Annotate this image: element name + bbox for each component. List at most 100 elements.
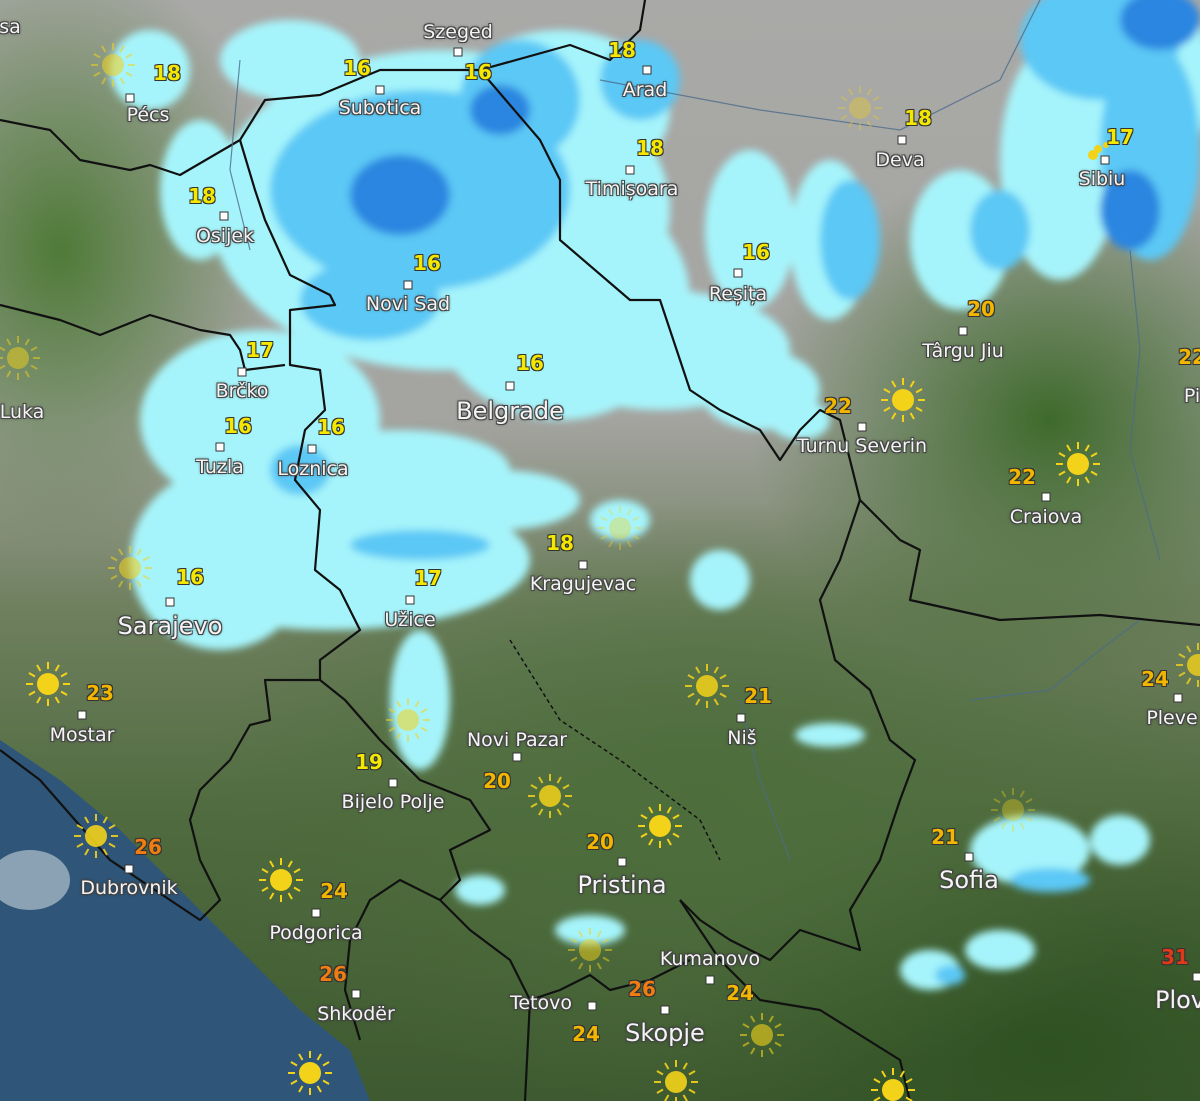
city-label[interactable]: Tetovo — [509, 992, 573, 1014]
temperature-label: 20 — [586, 830, 614, 854]
city-marker[interactable] — [642, 65, 652, 75]
temperature-label: 20 — [483, 769, 511, 793]
city-label[interactable]: Osijek — [195, 225, 255, 247]
city-label[interactable]: Novi Pazar — [466, 729, 568, 751]
city-marker[interactable] — [351, 989, 361, 999]
temperature-label: 18 — [636, 136, 664, 160]
sun-icon — [1173, 640, 1200, 690]
city-marker[interactable] — [215, 442, 225, 452]
city-label[interactable]: Deva — [875, 149, 925, 171]
city-label[interactable]: Subotica — [338, 97, 422, 119]
city-marker[interactable] — [1041, 492, 1051, 502]
city-marker[interactable] — [505, 381, 515, 391]
city-marker[interactable] — [617, 857, 627, 867]
sun-icon — [525, 771, 575, 821]
city-label[interactable]: Shkodër — [317, 1003, 395, 1025]
city-label[interactable]: Skopje — [625, 1019, 705, 1047]
city-marker[interactable] — [705, 975, 715, 985]
city-label[interactable]: Timișoara — [585, 178, 679, 200]
temperature-label: 24 — [1141, 667, 1169, 691]
city-label[interactable]: Tuzla — [196, 456, 244, 478]
city-marker[interactable] — [165, 597, 175, 607]
city-marker[interactable] — [375, 85, 385, 95]
city-marker[interactable] — [1173, 693, 1183, 703]
city-label[interactable]: Bijelo Polje — [341, 791, 445, 813]
temperature-label: 18 — [153, 61, 181, 85]
city-label[interactable]: Kragujevac — [529, 573, 637, 595]
rain-area-light — [455, 875, 505, 905]
temperature-label: 16 — [464, 60, 492, 84]
country-border — [479, 69, 1200, 627]
city-label[interactable]: Reșița — [708, 283, 768, 305]
city-marker[interactable] — [77, 710, 87, 720]
city-marker[interactable] — [660, 1005, 670, 1015]
city-marker[interactable] — [1192, 972, 1200, 982]
city-marker[interactable] — [311, 908, 321, 918]
city-marker[interactable] — [578, 560, 588, 570]
country-border — [0, 678, 320, 922]
city-label[interactable]: Novi Sad — [365, 293, 451, 315]
city-marker[interactable] — [512, 752, 522, 762]
temperature-label: 26 — [134, 835, 162, 859]
city-label[interactable]: Kumanovo — [659, 948, 761, 970]
city-label[interactable]: Sibiu — [1078, 168, 1126, 190]
city-label[interactable]: Sofia — [939, 866, 999, 894]
sun-icon — [105, 543, 155, 593]
city-label[interactable]: Dubrovnik — [80, 877, 178, 899]
city-label[interactable]: Niš — [727, 727, 757, 749]
city-label[interactable]: Podgorica — [269, 922, 363, 944]
city-marker[interactable] — [625, 165, 635, 175]
temperature-label: 17 — [246, 338, 274, 362]
city-marker[interactable] — [897, 135, 907, 145]
city-label[interactable]: Pi — [1183, 385, 1200, 407]
city-label[interactable]: Turnu Severin — [796, 435, 928, 457]
city-label[interactable]: sa — [0, 16, 21, 38]
city-marker[interactable] — [958, 326, 968, 336]
city-marker[interactable] — [125, 93, 135, 103]
city-marker[interactable] — [307, 444, 317, 454]
temperature-label: 24 — [572, 1022, 600, 1046]
city-label[interactable]: Plov — [1154, 986, 1200, 1014]
city-marker[interactable] — [388, 778, 398, 788]
sun-icon — [383, 695, 433, 745]
city-marker[interactable] — [587, 1001, 597, 1011]
sun-icon — [651, 1057, 701, 1101]
city-label[interactable]: Pleve — [1146, 707, 1198, 729]
city-label[interactable]: Târgu Jiu — [922, 340, 1004, 362]
city-marker[interactable] — [124, 864, 134, 874]
city-label[interactable]: Užice — [384, 609, 436, 631]
city-marker[interactable] — [736, 713, 746, 723]
city-marker[interactable] — [857, 422, 867, 432]
city-label[interactable]: Brčko — [215, 380, 269, 402]
temperature-label: 23 — [86, 681, 114, 705]
city-marker[interactable] — [405, 595, 415, 605]
city-label[interactable]: Pécs — [126, 104, 170, 126]
city-marker[interactable] — [733, 268, 743, 278]
sun-icon — [835, 83, 885, 133]
temperature-label: 16 — [742, 240, 770, 264]
city-marker[interactable] — [964, 852, 974, 862]
city-label[interactable]: Loznica — [277, 458, 349, 480]
city-marker[interactable] — [219, 211, 229, 221]
rain-drops-icon — [1073, 130, 1123, 180]
city-marker[interactable] — [1100, 155, 1110, 165]
city-label[interactable]: Mostar — [49, 724, 115, 746]
sun-icon — [868, 1065, 918, 1101]
rain-area-light — [130, 470, 310, 650]
river — [599, 0, 1041, 131]
city-label[interactable]: Sarajevo — [117, 612, 223, 640]
city-marker[interactable] — [237, 367, 247, 377]
temperature-label: 16 — [343, 56, 371, 80]
city-label[interactable]: Arad — [622, 79, 668, 101]
city-label[interactable]: Luka — [0, 401, 45, 423]
city-marker[interactable] — [453, 47, 463, 57]
city-marker[interactable] — [403, 280, 413, 290]
city-label[interactable]: Belgrade — [456, 397, 564, 425]
temperature-label: 16 — [176, 565, 204, 589]
rain-area-heavy — [350, 155, 450, 235]
city-label[interactable]: Pristina — [577, 871, 667, 899]
city-label[interactable]: Szeged — [423, 21, 493, 43]
sun-icon — [256, 855, 306, 905]
city-label[interactable]: Craiova — [1009, 506, 1083, 528]
